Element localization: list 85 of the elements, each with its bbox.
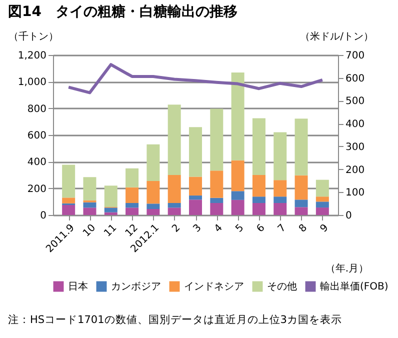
bar bbox=[294, 200, 308, 208]
y-axis-title: （千トン） bbox=[8, 30, 58, 42]
bar bbox=[210, 108, 224, 171]
bar bbox=[104, 208, 118, 212]
bar bbox=[146, 144, 160, 181]
bar bbox=[252, 196, 266, 203]
bar bbox=[126, 203, 139, 208]
y2-tick-label: 500 bbox=[346, 96, 365, 108]
bar bbox=[252, 175, 266, 197]
bar bbox=[252, 203, 266, 215]
bar bbox=[231, 160, 244, 192]
y-tick-label: 200 bbox=[27, 184, 46, 195]
bar bbox=[316, 202, 329, 208]
legend-label: 日本 bbox=[68, 280, 88, 293]
text: 注：HSコード1701の数値、国別データは直近月の上位3カ国を表示 bbox=[8, 313, 342, 326]
bar bbox=[210, 170, 224, 198]
y2-axis-title: （米ドル/トン） bbox=[300, 30, 374, 42]
line-series bbox=[67, 63, 324, 94]
x-tick-label: 5 bbox=[234, 222, 246, 235]
x-tick-label: 6 bbox=[254, 222, 268, 235]
bar bbox=[168, 104, 181, 175]
bar bbox=[104, 212, 118, 215]
bar bbox=[231, 200, 244, 215]
y-tick-label: 1,000 bbox=[18, 77, 46, 88]
y2-tick-label: 300 bbox=[346, 142, 365, 153]
bar bbox=[189, 196, 202, 200]
x-tick-label: 10 bbox=[81, 222, 98, 240]
x-tick-label: 8 bbox=[297, 222, 310, 235]
legend-label: その他 bbox=[267, 280, 297, 293]
x-tick-label: 9 bbox=[318, 222, 331, 235]
y-tick-label: 600 bbox=[27, 130, 46, 142]
bar bbox=[189, 176, 202, 196]
bar bbox=[62, 164, 76, 198]
y2-tick-label: 0 bbox=[346, 210, 352, 222]
bar bbox=[126, 208, 139, 215]
y-tick-label: 800 bbox=[27, 104, 46, 115]
bar bbox=[210, 198, 224, 203]
bar bbox=[126, 168, 139, 188]
chart-title: 図14 タイの粗糖・白糖輸出の推移 bbox=[8, 3, 238, 20]
bar bbox=[62, 205, 76, 215]
bar bbox=[62, 198, 76, 204]
y2-tick-label: 400 bbox=[346, 119, 365, 130]
bar bbox=[168, 208, 181, 215]
x-tick-label: 4 bbox=[212, 222, 225, 235]
y2-tick-label: 600 bbox=[346, 73, 365, 84]
bar bbox=[274, 132, 287, 180]
bar bbox=[168, 203, 181, 208]
bar bbox=[316, 208, 329, 215]
x-tick-label: 7 bbox=[276, 222, 288, 235]
bar bbox=[274, 203, 287, 215]
bar bbox=[231, 72, 244, 160]
bar bbox=[189, 200, 202, 215]
y2-tick-label: 100 bbox=[346, 188, 365, 199]
y2-tick-label: 700 bbox=[346, 50, 365, 62]
bar bbox=[294, 175, 308, 200]
legend-label: カンボジア bbox=[111, 282, 161, 293]
bar bbox=[83, 202, 96, 208]
bar bbox=[146, 181, 160, 204]
bar bbox=[316, 180, 329, 197]
y-tick-label: 0 bbox=[40, 210, 46, 222]
legend-label: インドネシア bbox=[184, 282, 244, 293]
bar bbox=[168, 175, 181, 203]
bar bbox=[146, 209, 160, 215]
bar bbox=[231, 191, 244, 200]
bar bbox=[146, 204, 160, 209]
y-tick-label: 400 bbox=[27, 157, 46, 168]
bar bbox=[316, 196, 329, 202]
x-tick-label: 11 bbox=[102, 222, 120, 240]
bar bbox=[274, 180, 287, 197]
bar bbox=[104, 186, 118, 207]
y2-tick-label: 200 bbox=[346, 164, 365, 176]
x-tick-label: 3 bbox=[191, 222, 204, 235]
bar bbox=[83, 208, 96, 215]
bar bbox=[252, 118, 266, 175]
bar bbox=[189, 127, 202, 177]
bar bbox=[274, 196, 287, 203]
legend-label: 輸出単価(FOB) bbox=[320, 280, 388, 293]
bar bbox=[210, 203, 224, 215]
y-tick-label: 1,200 bbox=[18, 50, 46, 62]
bar bbox=[294, 118, 308, 176]
bar bbox=[126, 187, 139, 203]
bar bbox=[83, 177, 96, 200]
x-tick-label: 2 bbox=[170, 222, 183, 235]
bar bbox=[294, 207, 308, 215]
x-axis-title: （年.月） bbox=[325, 262, 368, 274]
